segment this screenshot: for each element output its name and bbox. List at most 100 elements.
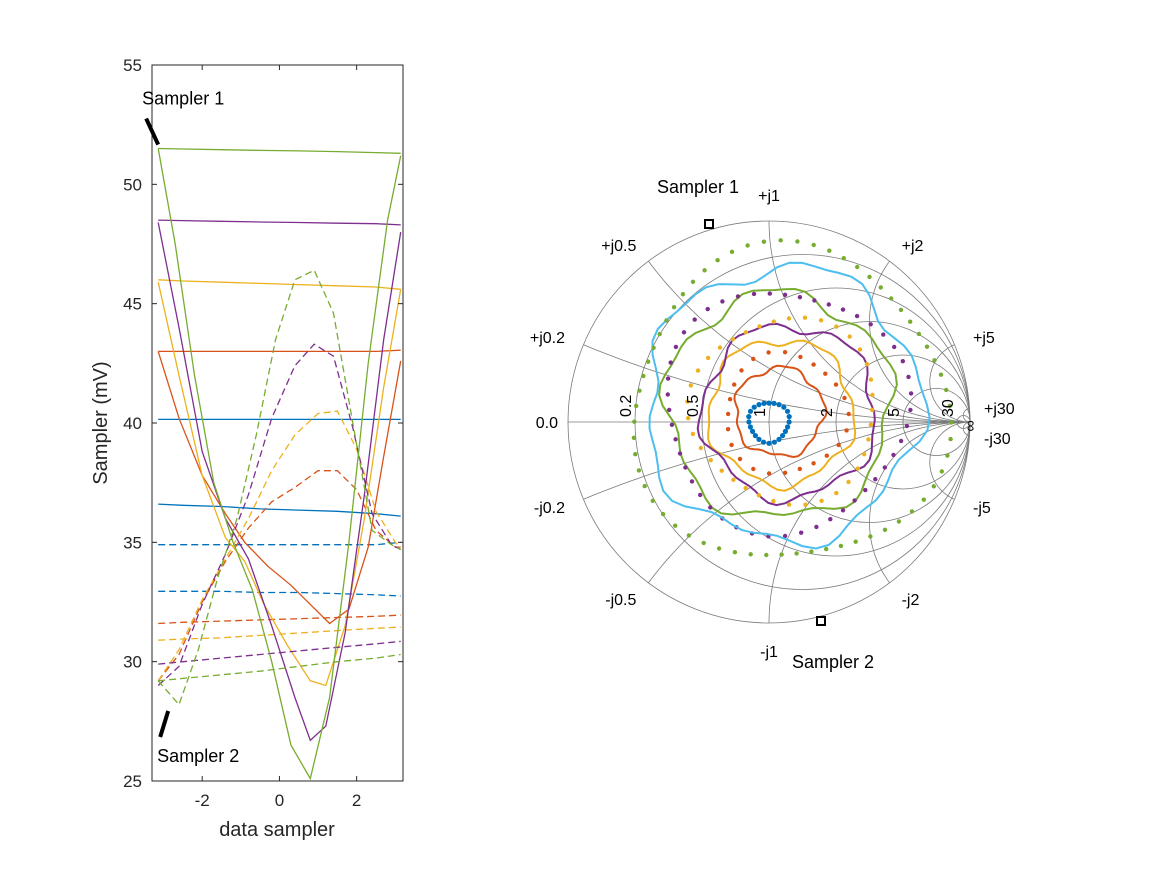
smith-marker-green-9 bbox=[701, 540, 706, 546]
smith-marker-yellow-5 bbox=[870, 407, 875, 413]
smith-marker-green-9 bbox=[882, 527, 888, 532]
smith-marker-orange-2 bbox=[739, 368, 744, 373]
smith-marker-blue-0 bbox=[747, 424, 754, 430]
y-tick-label: 50 bbox=[123, 175, 142, 194]
smith-reactance-arc bbox=[648, 260, 970, 423]
smith-marker-orange-2 bbox=[823, 371, 828, 376]
smith-marker-purple-7 bbox=[840, 307, 846, 312]
smith-marker-yellow-5 bbox=[834, 490, 839, 496]
smith-marker-purple-7 bbox=[881, 332, 886, 337]
smith-marker-yellow-5 bbox=[855, 466, 860, 471]
smith-marker-yellow-5 bbox=[862, 452, 867, 457]
smith-marker-yellow-5 bbox=[757, 324, 762, 329]
smith-marker-orange-2 bbox=[766, 350, 771, 355]
smith-marker-purple-7 bbox=[677, 451, 683, 456]
smith-marker-orange-2 bbox=[842, 395, 847, 401]
smith-line-green-6 bbox=[658, 287, 898, 517]
series-line-purple-solid-12 bbox=[158, 219, 401, 226]
smith-marker-orange-2 bbox=[811, 362, 816, 367]
smith-marker-green-9 bbox=[686, 533, 692, 538]
series-line-green-dashed-18 bbox=[158, 653, 401, 682]
smith-marker-green-9 bbox=[660, 511, 666, 517]
smith-marker-green-9 bbox=[867, 274, 872, 280]
smith-marker-green-9 bbox=[634, 403, 639, 409]
annotation-sampler-1: Sampler 1 bbox=[142, 89, 224, 109]
smith-marker-green-9 bbox=[896, 519, 902, 524]
smith-marker-purple-7 bbox=[692, 317, 697, 322]
smith-reactance-arc bbox=[869, 421, 971, 584]
smith-marker-orange-2 bbox=[725, 411, 731, 417]
smith-marker-yellow-5 bbox=[846, 479, 851, 485]
smith-marker-green-9 bbox=[646, 359, 651, 364]
smith-marker-yellow-5 bbox=[743, 330, 749, 335]
smith-marker-purple-7 bbox=[797, 295, 803, 300]
smith-marker-purple-7 bbox=[868, 322, 873, 327]
smith-marker-blue-0 bbox=[761, 400, 767, 406]
smith-imag-tick-label: +j2 bbox=[902, 238, 924, 255]
series-line-yellow-solid-8 bbox=[158, 279, 401, 290]
smith-marker-blue-0 bbox=[756, 436, 762, 442]
smith-marker-green-9 bbox=[811, 242, 816, 248]
smith-marker-green-9 bbox=[921, 497, 926, 502]
left-annotations: Sampler 1 Sampler 2 bbox=[142, 89, 239, 766]
smith-marker-green-9 bbox=[841, 256, 846, 261]
smith-marker-green-9 bbox=[715, 258, 720, 263]
smith-marker-yellow-5 bbox=[743, 485, 748, 491]
smith-marker-purple-7 bbox=[863, 487, 868, 493]
smith-marker-green-9 bbox=[729, 249, 735, 254]
smith-marker-purple-7 bbox=[673, 437, 678, 442]
smith-line-cyan-8 bbox=[648, 261, 931, 550]
smith-marker-green-9 bbox=[949, 420, 954, 425]
smith-imag-tick-label: -j2 bbox=[902, 592, 920, 609]
smith-marker-orange-2 bbox=[811, 461, 816, 466]
smith-imag-tick-label: -j30 bbox=[984, 431, 1011, 448]
smith-marker-orange-2 bbox=[782, 350, 788, 355]
smith-chart: 0.0 0.2 0.5 1 2 5 30 ∞ +j0.2 +j0.5 +j1 +j2 +j5 +j30 -j… bbox=[530, 177, 1015, 672]
smith-marker-yellow-5 bbox=[690, 431, 696, 437]
smith-marker-green-9 bbox=[931, 484, 936, 489]
series-line-blue-dashed-2 bbox=[158, 541, 401, 546]
smith-marker-green-9 bbox=[642, 483, 647, 489]
smith-marker-blue-0 bbox=[786, 419, 792, 425]
smith-line-yellow-3 bbox=[707, 339, 857, 492]
smith-marker-purple-7 bbox=[900, 359, 905, 364]
y-tick-label: 35 bbox=[123, 533, 142, 552]
smith-real-tick-label: ∞ bbox=[962, 420, 979, 431]
x-axis-label: data sampler bbox=[219, 819, 335, 841]
smith-real-tick-label: 0.2 bbox=[618, 395, 635, 417]
series-line-blue-solid-0 bbox=[158, 503, 401, 517]
smith-marker-blue-0 bbox=[776, 402, 782, 408]
smith-marker-purple-7 bbox=[782, 533, 788, 539]
smith-marker-yellow-5 bbox=[868, 377, 874, 382]
smith-real-tick-label: 1 bbox=[752, 408, 769, 417]
smith-marker-green-9 bbox=[794, 551, 799, 556]
smith-marker-green-9 bbox=[650, 498, 655, 503]
left-series-group bbox=[157, 147, 402, 781]
smith-marker-blue-0 bbox=[746, 419, 752, 425]
smith-marker-purple-7 bbox=[904, 423, 910, 429]
smith-marker-blue-0 bbox=[786, 414, 792, 420]
smith-marker-green-9 bbox=[764, 552, 769, 558]
smith-marker-blue-0 bbox=[747, 408, 754, 414]
series-line-yellow-dashed-10 bbox=[158, 626, 401, 641]
smith-marker-green-9 bbox=[889, 296, 894, 301]
smith-marker-yellow-5 bbox=[847, 334, 852, 339]
smith-marker-green-9 bbox=[680, 292, 686, 297]
smith-marker-green-9 bbox=[868, 534, 873, 539]
smith-marker-purple-7 bbox=[840, 508, 846, 513]
smith-imag-tick-label: +j1 bbox=[758, 188, 780, 205]
smith-marker-purple-7 bbox=[908, 407, 913, 413]
smith-marker-yellow-5 bbox=[819, 498, 824, 503]
smith-marker-purple-7 bbox=[908, 391, 914, 396]
smith-marker-orange-2 bbox=[833, 382, 839, 387]
smith-marker-yellow-5 bbox=[698, 445, 703, 451]
smith-real-tick-label: 0.0 bbox=[536, 415, 558, 432]
smith-marker-green-9 bbox=[878, 285, 883, 290]
annotation-sampler-2: Sampler 2 bbox=[157, 746, 239, 766]
smith-marker-orange-2 bbox=[729, 442, 734, 448]
smith-marker-blue-0 bbox=[782, 428, 789, 434]
smith-marker-orange-2 bbox=[798, 354, 803, 360]
smith-marker-yellow-5 bbox=[771, 498, 776, 504]
smith-marker-green-9 bbox=[827, 248, 832, 253]
smith-imag-tick-label: -j1 bbox=[760, 644, 778, 661]
